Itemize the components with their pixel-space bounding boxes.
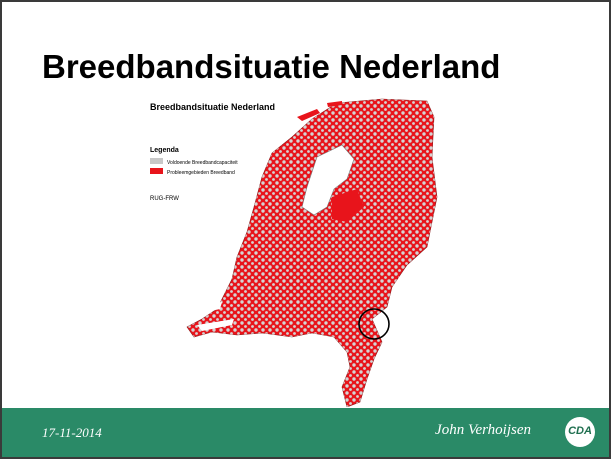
legend-label-sufficient: Voldoende Breedbandcapaciteit (167, 160, 238, 166)
legend-label-problem: Probleemgebieden Breedband (167, 170, 235, 176)
broadband-map: Breedbandsituatie Nederland Legenda Vold… (142, 97, 442, 407)
footer-date: 17-11-2014 (42, 425, 102, 440)
footer-bar: 17-11-2014 John Verhoijsen CDA (2, 408, 609, 457)
footer-author: John Verhoijsen (435, 422, 531, 438)
map-title: Breedbandsituatie Nederland (150, 102, 275, 112)
cda-logo: CDA (565, 417, 595, 447)
highlight-circle (358, 308, 390, 340)
legend-swatch-sufficient (150, 158, 163, 164)
slide-title: Breedbandsituatie Nederland (42, 48, 501, 85)
legend-swatch-problem (150, 168, 163, 174)
netherlands-shape (186, 98, 438, 407)
map-source: RUG-FRW (150, 196, 179, 202)
legend-title: Legenda (150, 147, 179, 154)
